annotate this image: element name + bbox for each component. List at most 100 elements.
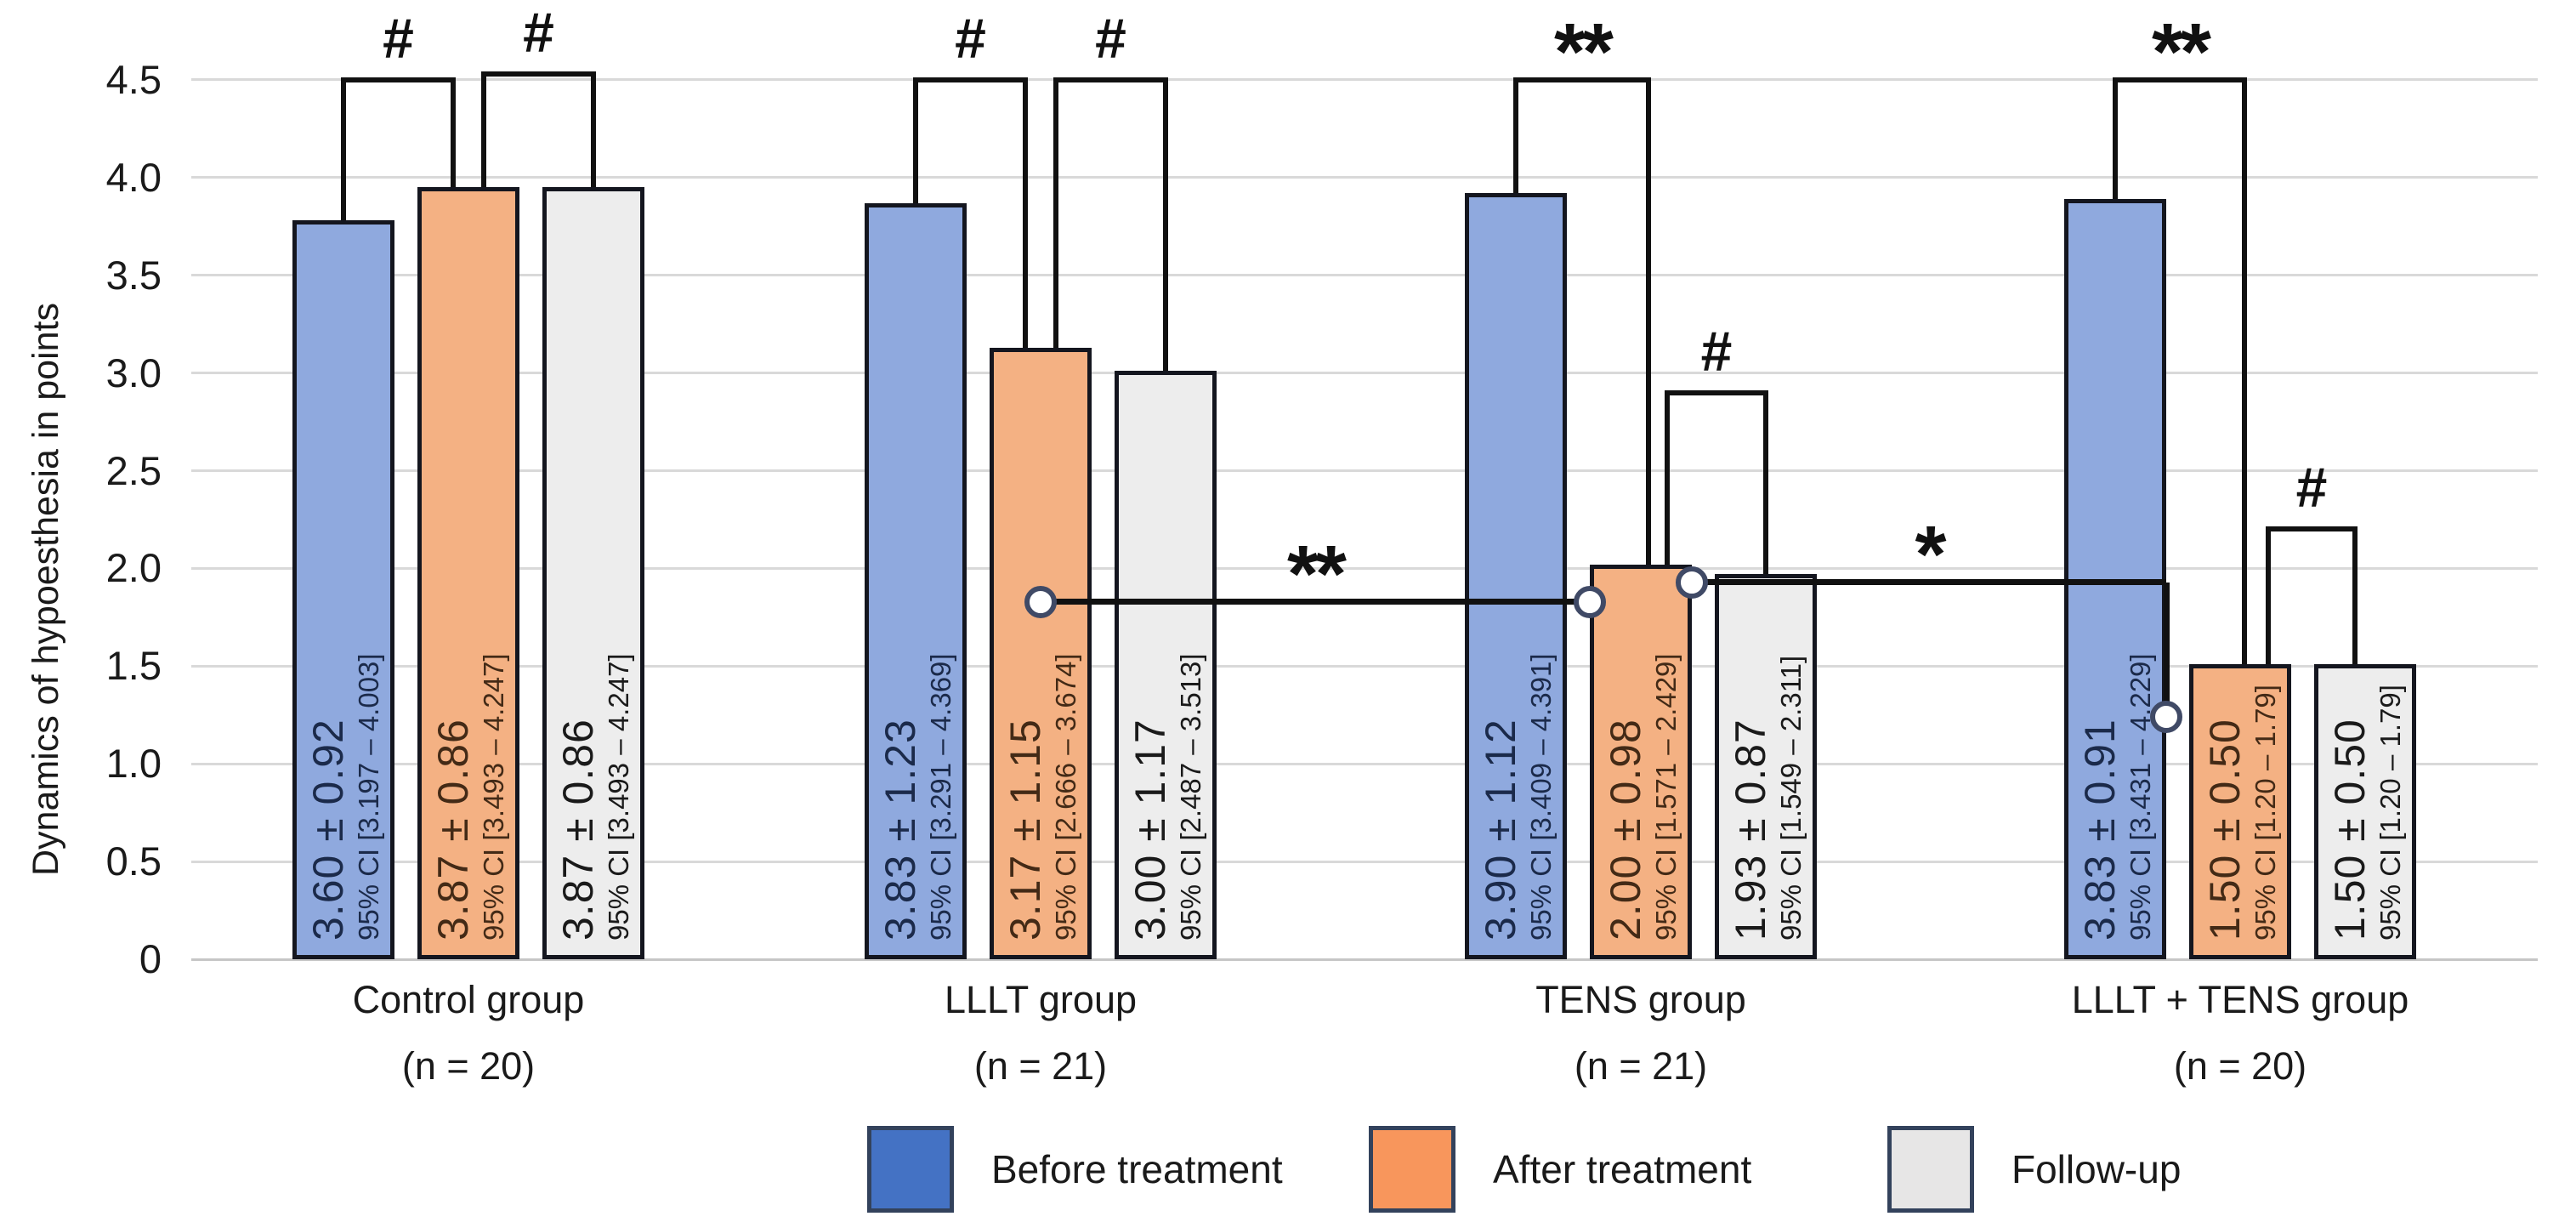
y-tick-label: 4.0 [105, 154, 162, 200]
connector-significance-marker: ** [1287, 528, 1347, 619]
significance-bracket [1053, 77, 1168, 82]
bar-ci-label: 95% CI [3.493 – 4.247] [477, 653, 509, 941]
significance-bracket-leg [451, 79, 456, 188]
legend-swatch [1369, 1126, 1455, 1213]
legend-label: After treatment [1493, 1147, 1752, 1191]
legend-label: Follow-up [2011, 1147, 2182, 1191]
connector-circle [1574, 585, 1606, 618]
connector-line [1041, 599, 1590, 605]
significance-marker: # [1095, 6, 1126, 70]
bar [292, 220, 394, 959]
bar-ci-label: 95% CI [1.20 – 1.79] [2249, 685, 2281, 941]
y-tick-label: 3.0 [105, 350, 162, 395]
bar-value-label: 3.17 ± 1.15 [1001, 719, 1049, 941]
group-label: LLLT + TENS group [2071, 978, 2409, 1021]
significance-bracket-leg [1053, 79, 1058, 348]
y-gridline [191, 566, 2538, 570]
significance-bracket [1513, 77, 1651, 82]
significance-bracket-leg [1513, 79, 1518, 194]
connector-line-drop [2163, 582, 2170, 718]
bar-ci-label: 95% CI [3.493 – 4.247] [602, 653, 634, 941]
y-tick-label: 2.5 [105, 447, 162, 493]
bar-value-group: 3.17 ± 1.15 95% CI [2.666 – 3.674] [996, 356, 1087, 954]
significance-bracket [913, 77, 1028, 82]
bar-value-label: 3.83 ± 1.23 [876, 719, 924, 941]
significance-bracket-leg [2352, 529, 2358, 665]
bar-value-label: 3.00 ± 1.17 [1126, 719, 1174, 941]
y-tick-label: 1.5 [105, 643, 162, 689]
bar-value-group: 2.00 ± 0.98 95% CI [1.571 – 2.429] [1597, 573, 1687, 954]
significance-bracket-leg [1665, 392, 1670, 565]
connector-circle [2150, 701, 2182, 734]
significance-bracket-leg [2113, 79, 2118, 200]
bar [1590, 564, 1692, 959]
bar-ci-label: 95% CI [3.431 – 4.229] [2124, 653, 2156, 941]
significance-bracket-leg [1023, 79, 1028, 348]
bar [1715, 574, 1817, 959]
bar-value-group: 1.50 ± 0.50 95% CI [1.20 – 1.79] [2321, 673, 2411, 954]
bar-value-group: 3.87 ± 0.86 95% CI [3.493 – 4.247] [424, 196, 514, 954]
bar-ci-label: 95% CI [1.20 – 1.79] [2374, 685, 2406, 941]
y-gridline [191, 176, 2538, 179]
significance-marker: # [523, 1, 554, 65]
significance-bracket-leg [591, 74, 596, 188]
bar-value-label: 3.60 ± 0.92 [304, 719, 352, 941]
group-label: LLLT group [944, 978, 1137, 1021]
bar-value-label: 2.00 ± 0.98 [1601, 719, 1649, 941]
y-gridline [191, 372, 2538, 375]
bar [1115, 371, 1217, 959]
bar [2189, 664, 2291, 959]
significance-bracket-leg [481, 74, 486, 188]
significance-bracket [1665, 389, 1768, 395]
group-n-label: (n = 21) [1574, 1044, 1708, 1088]
bar-ci-label: 95% CI [1.571 – 2.429] [1649, 653, 1682, 941]
y-gridline [191, 469, 2538, 473]
significance-marker: # [1700, 319, 1733, 383]
group-n-label: (n = 21) [973, 1044, 1108, 1088]
y-gridline [191, 274, 2538, 277]
bar [1465, 193, 1567, 959]
bar [990, 347, 1092, 959]
group-label: Control group [352, 978, 585, 1021]
bar-ci-label: 95% CI [2.666 – 3.674] [1049, 653, 1081, 941]
y-tick-label: 1.0 [105, 741, 162, 787]
bar-ci-label: 95% CI [3.409 – 4.391] [1524, 653, 1557, 941]
y-gridline [191, 958, 2538, 961]
bar-value-label: 3.87 ± 0.86 [553, 719, 602, 941]
y-gridline [191, 664, 2538, 668]
significance-marker: # [383, 6, 414, 70]
bar-value-label: 1.50 ± 0.50 [2325, 719, 2374, 941]
significance-bracket-leg [1646, 79, 1651, 565]
legend-swatch [1887, 1126, 1974, 1213]
significance-bracket [341, 77, 456, 82]
y-tick-label: 3.5 [105, 252, 162, 298]
bar-value-group: 3.83 ± 1.23 95% CI [3.291 – 4.369] [871, 212, 962, 954]
connector-line [1692, 579, 2166, 586]
bar [865, 202, 967, 959]
legend-item: Before treatment [867, 1126, 1283, 1213]
significance-marker: ** [2152, 6, 2211, 97]
bar-ci-label: 95% CI [3.197 – 4.003] [352, 653, 384, 941]
legend-label: Before treatment [991, 1147, 1283, 1191]
bar-value-label: 3.90 ± 1.12 [1476, 719, 1524, 941]
significance-marker: # [2295, 456, 2328, 520]
group-label: TENS group [1535, 978, 1746, 1021]
y-tick-label: 0 [139, 936, 162, 981]
bar [417, 187, 519, 959]
significance-bracket-leg [341, 79, 346, 221]
bar [2314, 664, 2416, 959]
significance-marker: # [955, 6, 986, 70]
bar-value-label: 1.50 ± 0.50 [2200, 719, 2249, 941]
bar-ci-label: 95% CI [1.549 – 2.311] [1774, 655, 1807, 941]
bar-ci-label: 95% CI [3.291 – 4.369] [924, 653, 956, 941]
connector-circle [1024, 585, 1057, 618]
connector-significance-marker: * [1915, 509, 1947, 600]
y-gridline [191, 762, 2538, 765]
group-n-label: (n = 20) [2173, 1044, 2307, 1088]
bar-value-group: 1.50 ± 0.50 95% CI [1.20 – 1.79] [2196, 673, 2286, 954]
significance-bracket [2113, 77, 2247, 82]
legend-item: After treatment [1369, 1126, 1751, 1213]
y-gridline [191, 78, 2538, 82]
connector-circle [1676, 566, 1708, 599]
